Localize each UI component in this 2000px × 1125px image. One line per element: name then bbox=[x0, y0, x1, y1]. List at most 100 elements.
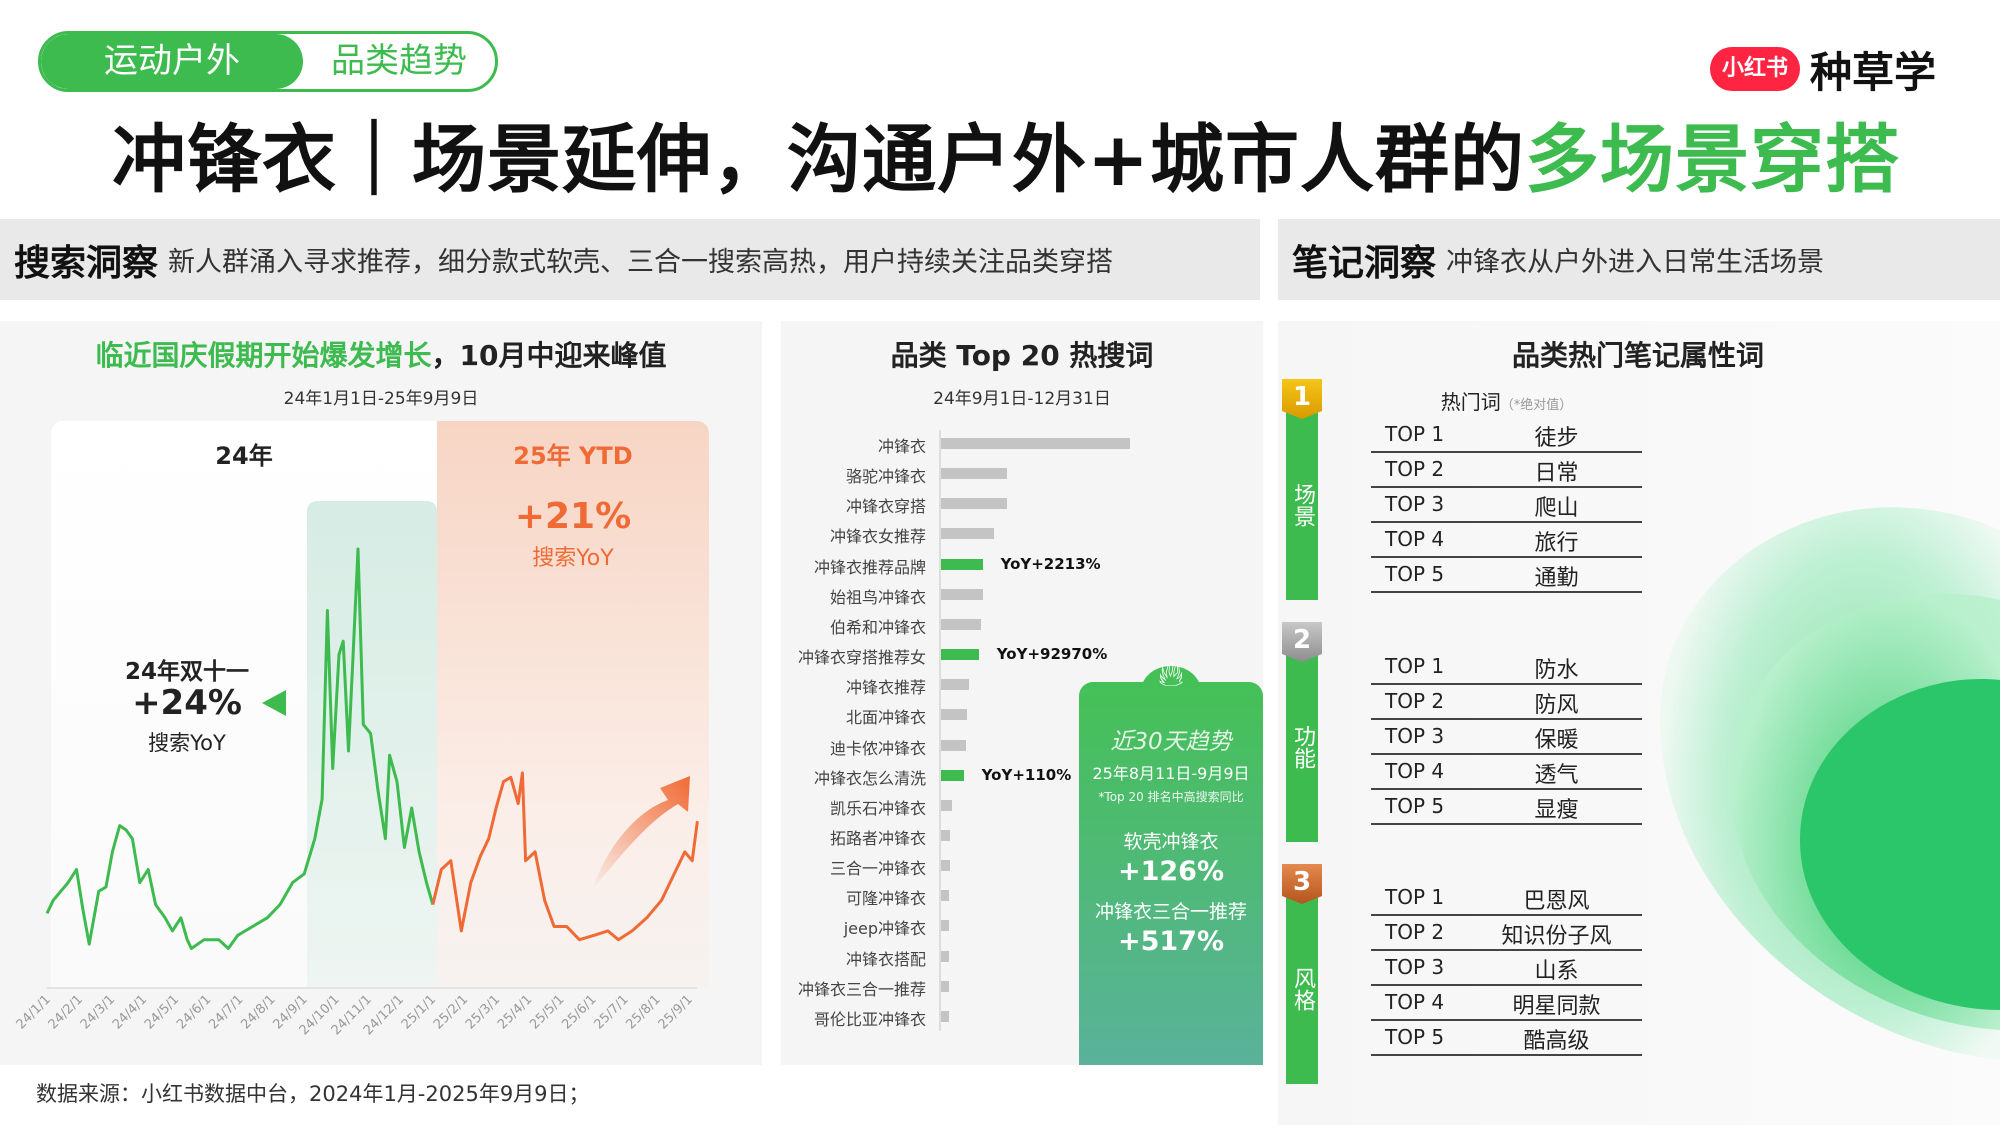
bar bbox=[941, 829, 951, 841]
attribute-word: 巴恩风 bbox=[1523, 889, 1590, 914]
rank-badge-2: 2 bbox=[1282, 622, 1322, 662]
bar-yoy-label: YoY+92970% bbox=[996, 645, 1108, 664]
card-title: 近30天趋势 bbox=[1110, 729, 1232, 755]
notes-title: 品类热门笔记属性词 bbox=[1511, 339, 1764, 372]
label-25-ytd: 25年 YTD bbox=[513, 442, 633, 470]
rank-label: TOP 1 bbox=[1385, 422, 1445, 446]
attribute-row: TOP 4 明星同款 bbox=[1371, 986, 1642, 1021]
top20-title: 品类 Top 20 热搜词 bbox=[890, 339, 1154, 372]
rank-label: TOP 3 bbox=[1385, 492, 1445, 516]
label-24: 24年 bbox=[215, 442, 273, 470]
bar-label: 冲锋衣推荐品牌 bbox=[813, 557, 926, 577]
card-value-1: +126% bbox=[1117, 856, 1225, 887]
bar bbox=[941, 438, 1130, 449]
card-date: 25年8月11日-9月9日 bbox=[1092, 764, 1250, 783]
group-label: 功能 bbox=[1290, 725, 1315, 769]
group-bar-2: 功能 bbox=[1286, 652, 1318, 842]
search-insight-label: 搜索洞察 bbox=[14, 242, 159, 284]
attribute-word: 保暖 bbox=[1534, 728, 1579, 753]
col-header-label: 热门词 bbox=[1440, 390, 1501, 414]
rank-label: TOP 5 bbox=[1385, 562, 1445, 586]
bar bbox=[941, 588, 983, 600]
attribute-row: TOP 2 知识份子风 bbox=[1371, 916, 1642, 951]
attribute-row: TOP 5 显瘦 bbox=[1371, 790, 1642, 825]
trend-line-chart: 24/1/124/2/124/3/124/4/124/5/124/6/124/7… bbox=[14, 547, 699, 1038]
attribute-word: 透气 bbox=[1534, 763, 1579, 788]
attribute-word: 徒步 bbox=[1534, 426, 1579, 451]
x-tick-label: 25/1/1 bbox=[399, 992, 439, 1032]
bar-label: 冲锋衣穿搭 bbox=[845, 497, 926, 517]
x-tick-label: 25/8/1 bbox=[624, 992, 664, 1032]
bar-axis bbox=[939, 430, 941, 1031]
attribute-word: 日常 bbox=[1534, 461, 1579, 486]
attribute-word: 酷高级 bbox=[1523, 1029, 1590, 1054]
group-label: 风格 bbox=[1290, 967, 1315, 1011]
top20-subtitle: 24年9月1日-12月31日 bbox=[933, 389, 1111, 409]
bar bbox=[941, 679, 970, 691]
bar bbox=[941, 618, 981, 630]
bar-label: 冲锋衣三合一推荐 bbox=[797, 979, 926, 999]
bar-label: 迪卡侬冲锋衣 bbox=[829, 738, 926, 758]
x-tick-label: 24/8/1 bbox=[238, 992, 278, 1032]
attribute-row: TOP 2 日常 bbox=[1371, 453, 1642, 488]
rank-label: TOP 2 bbox=[1385, 689, 1445, 713]
rank-label: TOP 5 bbox=[1385, 1025, 1445, 1049]
title-main: 冲锋衣｜场景延伸，沟通户外+城市人群的 bbox=[112, 117, 1526, 203]
col-header: 热门词（*绝对值） bbox=[1371, 386, 1642, 415]
bar-label: 始祖鸟冲锋衣 bbox=[829, 587, 926, 607]
attribute-word: 爬山 bbox=[1534, 496, 1579, 521]
search-insight-bar: 搜索洞察 新人群涌入寻求推荐，细分款式软壳、三合一搜索高热，用户持续关注品类穿搭 bbox=[0, 219, 1260, 300]
bar bbox=[941, 739, 966, 751]
attribute-row: TOP 3 山系 bbox=[1371, 951, 1642, 986]
rank-label: TOP 1 bbox=[1385, 654, 1445, 678]
bar bbox=[941, 558, 983, 570]
bar bbox=[941, 890, 949, 902]
bar bbox=[941, 920, 949, 932]
attribute-row: TOP 5 通勤 bbox=[1371, 558, 1642, 593]
group-bar-1: 场景 bbox=[1286, 409, 1318, 600]
x-tick-label: 24/2/1 bbox=[46, 992, 86, 1032]
rank-label: TOP 4 bbox=[1385, 527, 1445, 551]
data-source-footer: 数据来源：小红书数据中台，2024年1月-2025年9月9日； bbox=[36, 1082, 590, 1106]
d11-value: +24% bbox=[132, 683, 242, 723]
bar-label: 冲锋衣怎么清洗 bbox=[813, 768, 926, 788]
flame-icon: 🔥︎ bbox=[1157, 654, 1185, 695]
attribute-row: TOP 1 防水 bbox=[1371, 650, 1642, 685]
d11-title: 24年双十一 bbox=[124, 659, 249, 685]
x-tick-label: 25/4/1 bbox=[495, 992, 535, 1032]
rank-badge-3: 3 bbox=[1282, 864, 1322, 904]
yoy-25-label: 搜索YoY bbox=[532, 546, 614, 571]
attribute-word: 山系 bbox=[1534, 959, 1579, 984]
x-tick-label: 25/9/1 bbox=[656, 992, 696, 1032]
x-tick-label: 24/7/1 bbox=[206, 992, 246, 1032]
bar bbox=[941, 950, 949, 962]
attribute-row: TOP 1 巴恩风 bbox=[1371, 881, 1642, 916]
bar bbox=[941, 528, 994, 540]
group-label: 场景 bbox=[1290, 482, 1315, 527]
bar bbox=[941, 468, 1008, 480]
bar-label: 伯希和冲锋衣 bbox=[829, 617, 926, 637]
bar-label: 凯乐石冲锋衣 bbox=[829, 798, 926, 818]
page-title: 冲锋衣｜场景延伸，沟通户外+城市人群的多场景穿搭 bbox=[112, 100, 1900, 207]
bar-label: 北面冲锋衣 bbox=[845, 708, 926, 728]
bar-label: 哥伦比亚冲锋衣 bbox=[813, 1009, 926, 1029]
rank-label: TOP 3 bbox=[1385, 955, 1445, 979]
bar-yoy-label: YoY+110% bbox=[981, 765, 1072, 784]
pointer-triangle-icon bbox=[262, 690, 286, 716]
bar-label: 骆驼冲锋衣 bbox=[845, 467, 926, 487]
col-header-note: （*绝对值） bbox=[1500, 398, 1573, 413]
attribute-row: TOP 2 防风 bbox=[1371, 685, 1642, 720]
attribute-word: 防水 bbox=[1534, 658, 1579, 683]
x-tick-label: 24/6/1 bbox=[174, 992, 214, 1032]
logo-text: 种草学 bbox=[1810, 47, 1937, 97]
bar bbox=[941, 799, 953, 811]
bar-yoy-label: YoY+2213% bbox=[1000, 554, 1101, 573]
trend-chart-title: 临近国庆假期开始爆发增长，10月中迎来峰值 bbox=[0, 334, 762, 374]
rank-label: TOP 2 bbox=[1385, 920, 1445, 944]
bar bbox=[941, 498, 1008, 510]
category-tag: 运动户外 品类趋势 bbox=[38, 31, 498, 92]
trend-line-25 bbox=[431, 771, 699, 942]
bar-label: 冲锋衣女推荐 bbox=[829, 527, 926, 547]
x-tick-label: 25/5/1 bbox=[527, 992, 567, 1032]
trend-chart-subtitle: 24年1月1日-25年9月9日 bbox=[283, 389, 479, 409]
